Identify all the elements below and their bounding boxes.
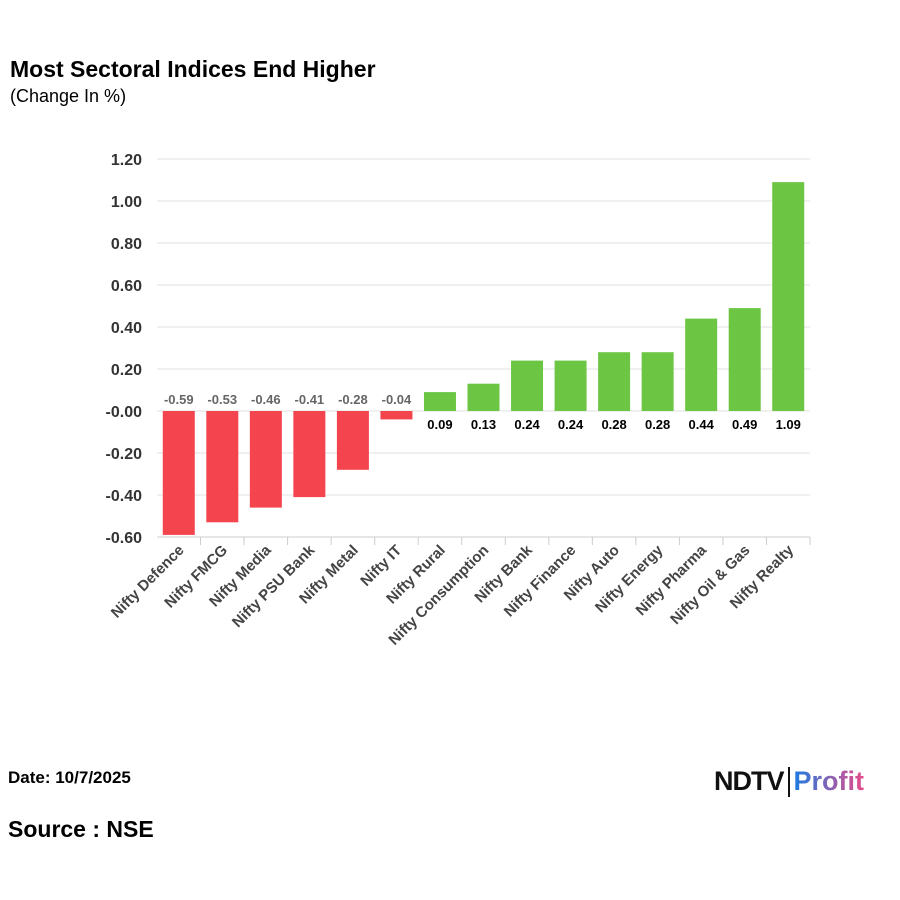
y-tick-label: -0.60 [106,530,143,547]
source-label: Source : NSE [8,816,154,842]
data-label: -0.53 [207,392,237,407]
data-label: -0.04 [382,392,412,407]
data-label: 0.28 [645,417,670,432]
bar [380,411,413,420]
y-tick-label: 0.40 [111,320,142,337]
data-label: -0.59 [164,392,194,407]
y-tick-label: -0.00 [106,404,143,421]
data-label: 1.09 [776,417,801,432]
bar [685,318,718,411]
bar [554,360,587,411]
data-label: 0.24 [558,417,584,432]
bar-chart: 1.20 1.00 0.80 0.60 0.40 0.20 -0.00 -0.20 -0.40 -… [106,152,811,649]
y-tick-label: 1.00 [111,194,142,211]
data-label: 0.44 [689,417,715,432]
bar [772,182,805,411]
logo-divider [787,766,790,797]
date-label: Date: 10/7/2025 [8,768,131,787]
y-tick-label: -0.40 [106,488,143,505]
data-label: 0.28 [601,417,626,432]
bar [336,411,369,470]
data-label: 0.49 [732,417,757,432]
bar [423,392,456,411]
logo-profit: Profit [793,766,865,796]
y-tick-label: 0.80 [111,236,142,253]
bar [467,383,500,411]
data-label: 0.13 [471,417,496,432]
logo-ndtv: NDTV [714,766,784,796]
bar [249,411,282,508]
data-label: 0.09 [427,417,452,432]
chart-subtitle: (Change In %) [10,86,127,106]
bar [598,352,631,411]
y-tick-label: 0.20 [111,362,142,379]
x-tick-label: Nifty Defence [108,542,188,622]
data-label: -0.28 [338,392,368,407]
bar [206,411,239,523]
bar [511,360,544,411]
y-tick-label: 0.60 [111,278,142,295]
bar [641,352,674,411]
bar [293,411,326,498]
data-label: -0.41 [295,392,325,407]
bar [162,411,195,535]
y-tick-label: -0.20 [106,446,143,463]
chart-title: Most Sectoral Indices End Higher [10,56,376,82]
bar [728,308,761,411]
data-label: -0.46 [251,392,281,407]
y-tick-label: 1.20 [111,152,142,169]
data-label: 0.24 [514,417,540,432]
ndtv-profit-logo: NDTV Profit [714,766,864,797]
